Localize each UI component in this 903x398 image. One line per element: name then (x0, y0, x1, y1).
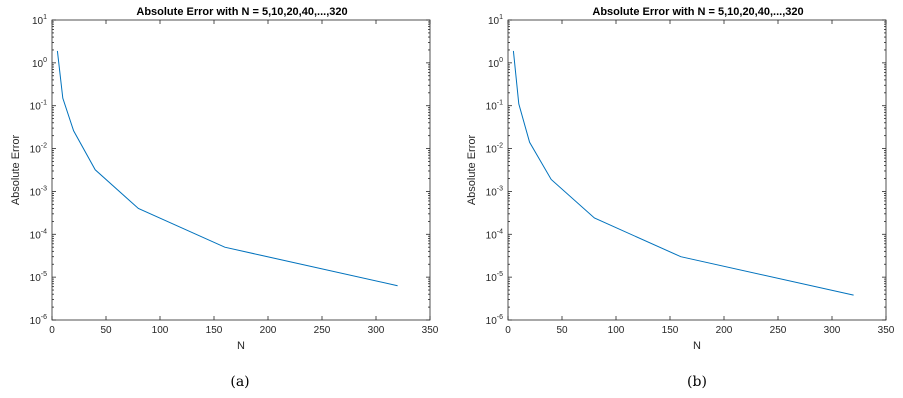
y-tick-base: 10 (30, 316, 42, 327)
x-tick-label: 100 (152, 325, 169, 336)
plot-frame (51, 19, 431, 321)
y-tick-base: 10 (486, 230, 498, 241)
x-tick-label: 0 (505, 325, 511, 336)
y-tick-base: 10 (486, 273, 498, 284)
y-tick-base: 10 (486, 316, 498, 327)
x-tick-label: 300 (824, 325, 841, 336)
y-tick-base: 10 (488, 16, 500, 27)
y-tick-base: 10 (30, 230, 42, 241)
subfigure-caption: (a) (230, 374, 249, 390)
y-tick-base: 10 (488, 59, 500, 70)
y-tick-exponent: -3 (41, 185, 47, 192)
x-tick-label: 350 (878, 325, 895, 336)
x-tick-label: 0 (49, 325, 55, 336)
y-tick-exponent: -4 (41, 228, 47, 235)
y-tick-label: 10-2 (30, 143, 47, 156)
y-tick-label: 100 (32, 57, 47, 70)
y-tick-base: 10 (486, 145, 498, 156)
chart-panel-0: 0 50 100 150 200 250 300 35010-610-510-410-310-… (10, 6, 439, 390)
y-tick-label: 10-4 (30, 228, 47, 241)
y-tick-base: 10 (30, 145, 42, 156)
y-tick-label: 100 (488, 57, 503, 70)
x-tick-label: 150 (662, 325, 679, 336)
y-tick-exponent: -5 (497, 271, 503, 278)
plot-frame (507, 19, 887, 321)
series-line-0 (512, 50, 854, 296)
y-tick-label: 10-1 (486, 100, 503, 113)
x-tick-label: 100 (608, 325, 625, 336)
x-tick-label: 350 (422, 325, 439, 336)
chart-panel-1: 0 50 100 150 200 250 300 35010-610-510-410-310-… (466, 6, 895, 390)
chart-title: Absolute Error with N = 5,10,20,40,...,3… (136, 6, 347, 18)
y-tick-label: 10-6 (486, 314, 503, 327)
y-tick-base: 10 (32, 16, 44, 27)
y-tick-exponent: -2 (497, 143, 503, 150)
x-tick-label: 150 (206, 325, 223, 336)
x-tick-label: 50 (100, 325, 112, 336)
y-tick-exponent: -5 (41, 271, 47, 278)
y-tick-base: 10 (30, 273, 42, 284)
x-tick-label: 50 (556, 325, 568, 336)
y-tick-exponent: -3 (497, 185, 503, 192)
y-tick-label: 10-5 (30, 271, 47, 284)
y-axis-label: Absolute Error (466, 135, 478, 206)
x-axis-label: N (237, 340, 245, 352)
y-tick-exponent: 1 (499, 14, 503, 21)
y-tick-base: 10 (30, 102, 42, 113)
y-tick-label: 10-2 (486, 143, 503, 156)
y-tick-exponent: -4 (497, 228, 503, 235)
series-line-0 (56, 50, 398, 287)
y-tick-base: 10 (486, 102, 498, 113)
x-tick-label: 250 (770, 325, 787, 336)
x-tick-label: 250 (314, 325, 331, 336)
x-axis-label: N (693, 340, 701, 352)
x-tick-label: 200 (716, 325, 733, 336)
y-tick-label: 10-3 (486, 185, 503, 198)
y-tick-base: 10 (486, 187, 498, 198)
y-tick-exponent: 1 (43, 14, 47, 21)
y-tick-label: 101 (32, 14, 47, 27)
x-tick-label: 300 (368, 325, 385, 336)
y-tick-base: 10 (32, 59, 44, 70)
y-tick-exponent: -1 (41, 100, 47, 107)
y-tick-exponent: -6 (497, 314, 503, 321)
y-tick-label: 10-6 (30, 314, 47, 327)
y-tick-label: 10-4 (486, 228, 503, 241)
chart-title: Absolute Error with N = 5,10,20,40,...,3… (592, 6, 803, 18)
y-tick-exponent: 0 (499, 57, 503, 64)
y-tick-exponent: -6 (41, 314, 47, 321)
y-tick-label: 10-5 (486, 271, 503, 284)
y-tick-exponent: -1 (497, 100, 503, 107)
y-tick-exponent: -2 (41, 143, 47, 150)
y-tick-label: 10-1 (30, 100, 47, 113)
y-tick-label: 101 (488, 14, 503, 27)
y-tick-base: 10 (30, 187, 42, 198)
x-tick-label: 200 (260, 325, 277, 336)
y-axis-label: Absolute Error (10, 135, 22, 206)
y-tick-label: 10-3 (30, 185, 47, 198)
subfigure-caption: (b) (687, 374, 707, 390)
y-tick-exponent: 0 (43, 57, 47, 64)
